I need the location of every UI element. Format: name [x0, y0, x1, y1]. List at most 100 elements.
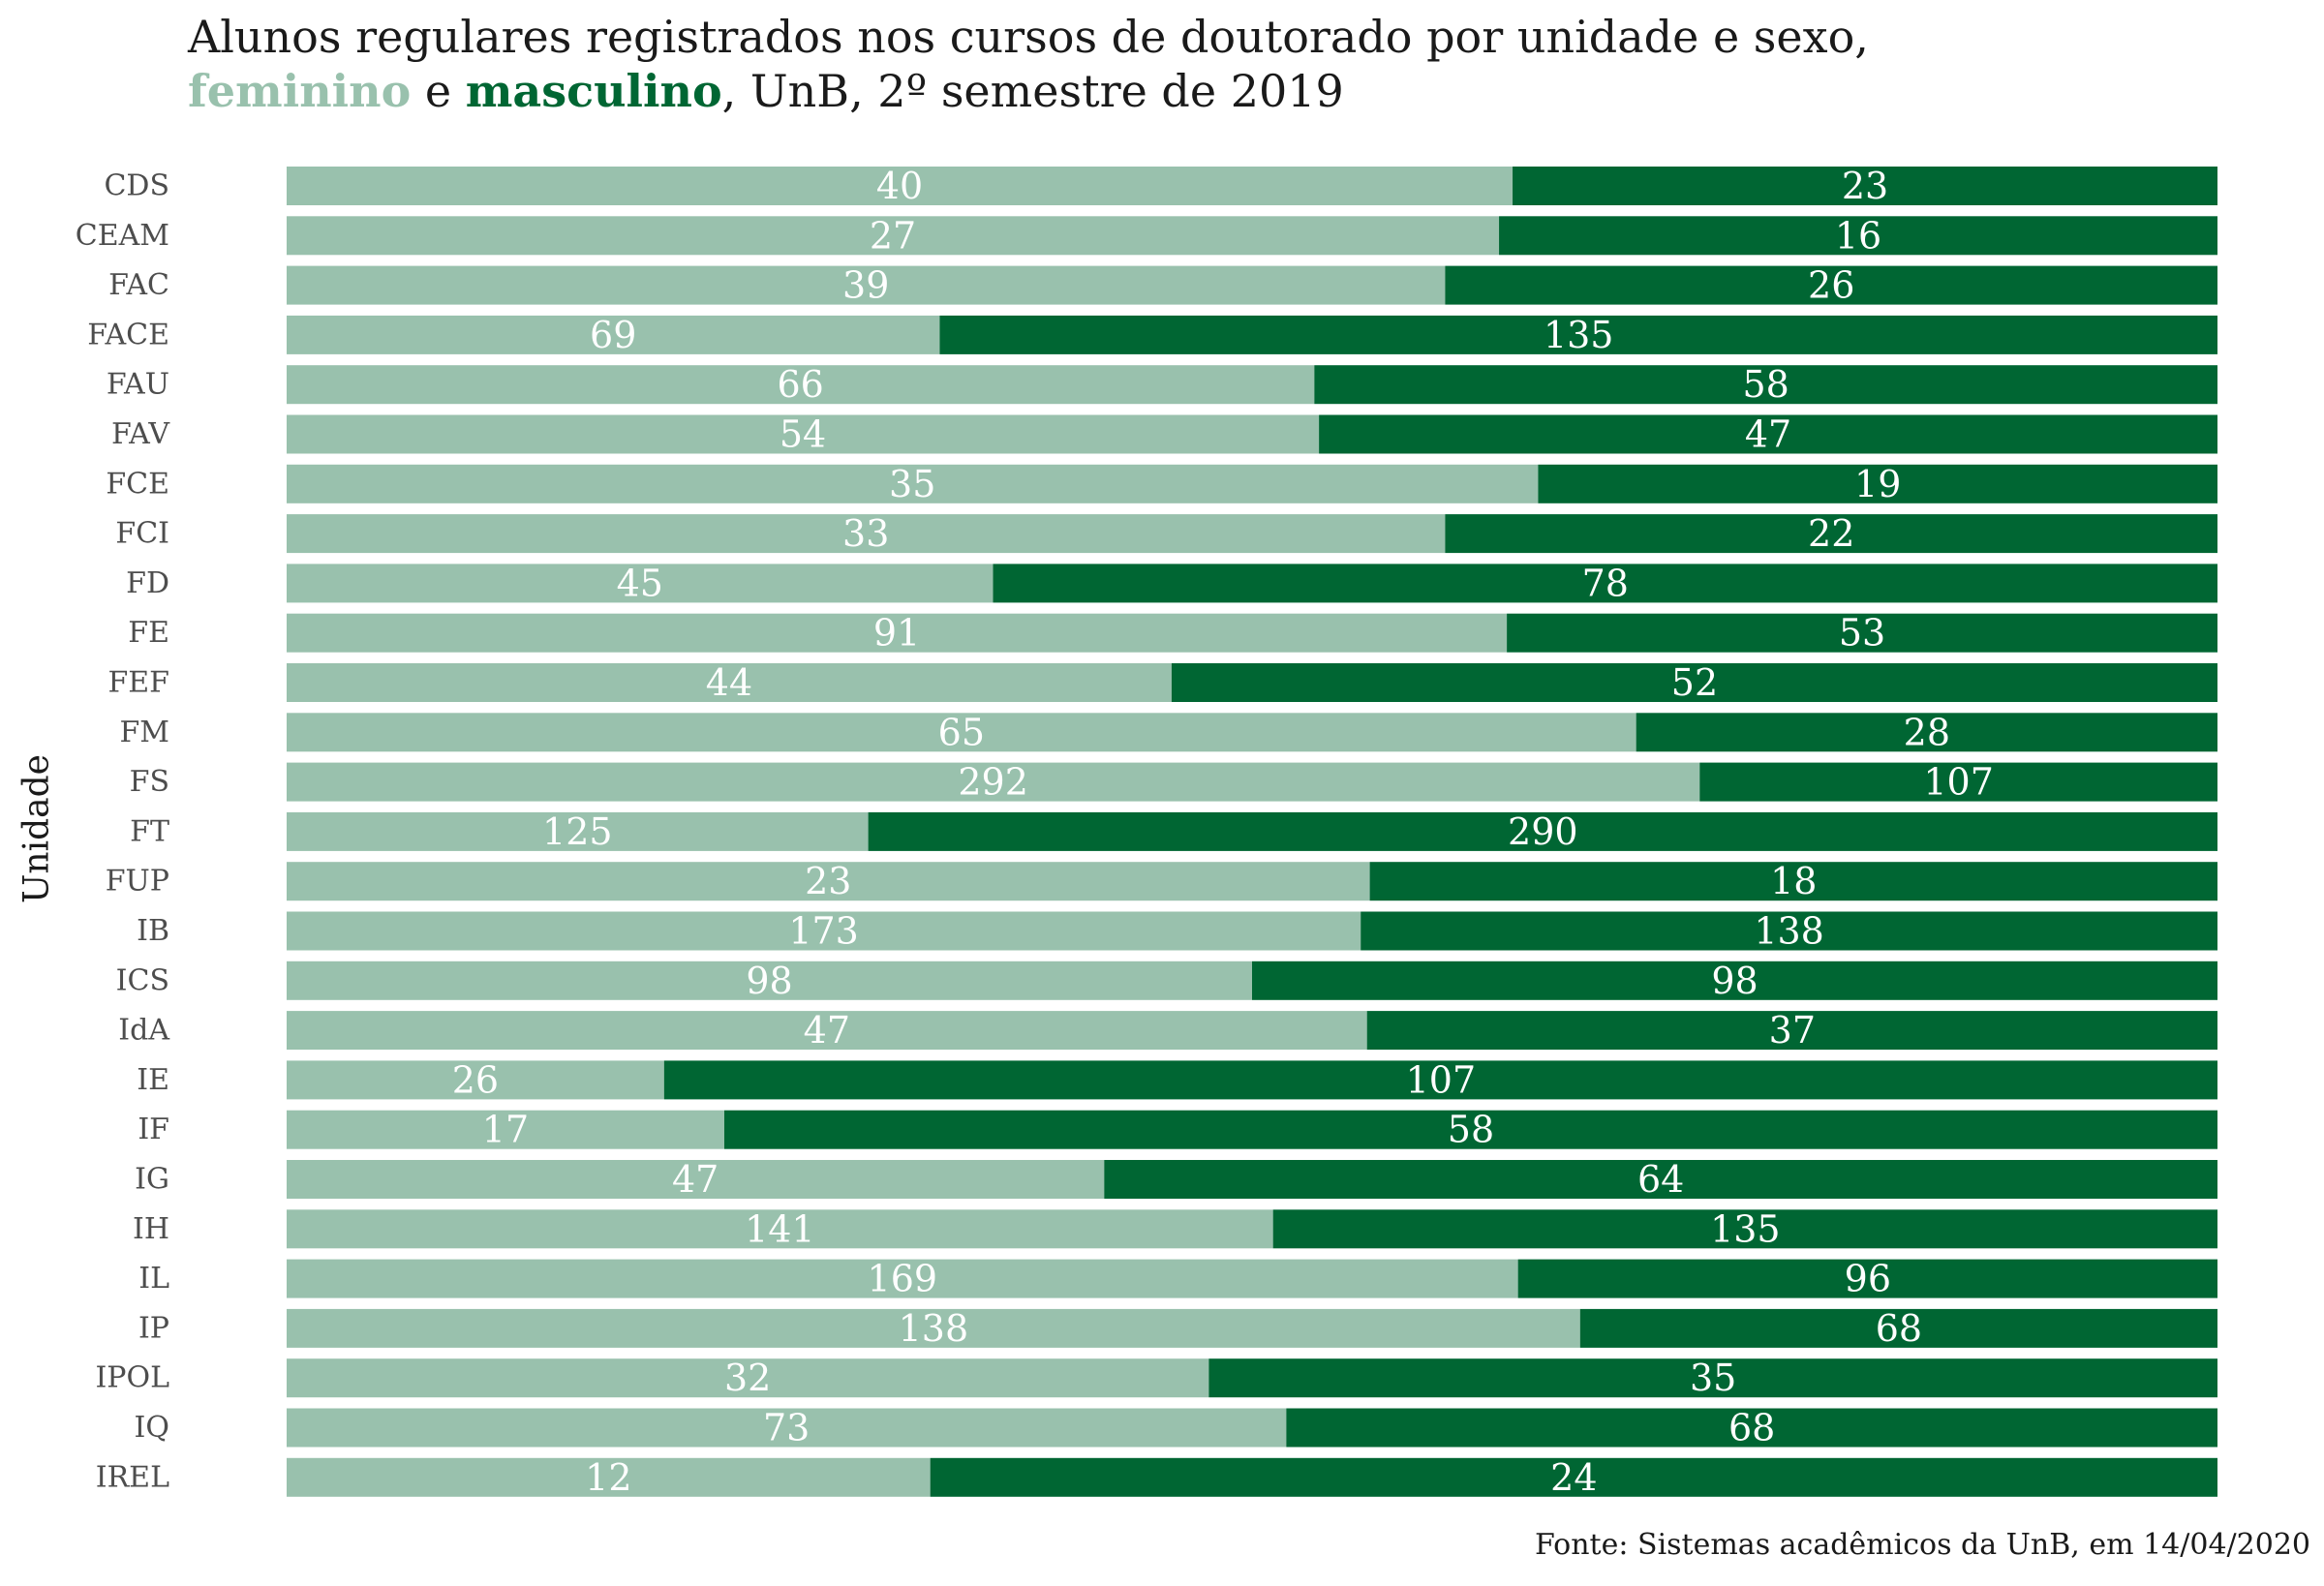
category-tick-label: FD — [126, 566, 169, 600]
bar-feminino — [287, 1060, 664, 1100]
data-label-feminino: 69 — [590, 314, 636, 356]
bar-feminino — [287, 514, 1446, 554]
category-tick-label: IdA — [118, 1014, 169, 1048]
bar-masculino — [1445, 514, 2217, 554]
bar-feminino — [287, 1457, 931, 1497]
bar-masculino — [1369, 862, 2217, 901]
source-note: Fonte: Sistemas acadêmicos da UnB, em 14… — [1535, 1528, 2310, 1562]
bar-feminino — [287, 1308, 1580, 1348]
bar-masculino — [663, 1060, 2218, 1100]
data-label-masculino: 98 — [1711, 960, 1758, 1002]
data-label-feminino: 45 — [617, 562, 663, 604]
bar-masculino — [1252, 961, 2217, 1000]
data-label-masculino: 52 — [1671, 661, 1718, 704]
data-label-feminino: 40 — [876, 165, 923, 207]
bar-masculino — [1636, 713, 2217, 752]
data-label-masculino: 28 — [1904, 711, 1950, 753]
data-label-masculino: 68 — [1876, 1307, 1922, 1350]
data-label-feminino: 27 — [870, 214, 916, 257]
bar-feminino — [287, 911, 1361, 951]
bar-feminino — [287, 1011, 1367, 1051]
data-label-feminino: 73 — [763, 1407, 810, 1449]
data-label-masculino: 35 — [1690, 1357, 1736, 1399]
data-label-masculino: 138 — [1754, 910, 1824, 953]
title-rest: , UnB, 2º semestre de 2019 — [721, 65, 1344, 117]
bar-feminino — [287, 811, 869, 851]
bar-masculino — [993, 564, 2217, 603]
category-tick-label: FM — [119, 716, 169, 749]
data-label-masculino: 135 — [1710, 1207, 1781, 1250]
data-label-masculino: 22 — [1808, 512, 1854, 555]
y-axis-label: Unidade — [16, 754, 57, 903]
category-tick-label: FCI — [115, 517, 169, 551]
data-label-feminino: 292 — [958, 761, 1028, 804]
bar-feminino — [287, 265, 1446, 305]
title-feminino-word: feminino — [188, 65, 412, 117]
data-label-feminino: 138 — [899, 1307, 969, 1350]
data-label-feminino: 98 — [746, 960, 792, 1002]
data-label-masculino: 96 — [1845, 1258, 1891, 1300]
category-tick-label: IE — [137, 1063, 169, 1097]
data-label-masculino: 47 — [1745, 413, 1791, 456]
data-label-feminino: 173 — [788, 910, 859, 953]
category-tick-label: FS — [130, 765, 169, 799]
category-tick-label: ICS — [116, 963, 169, 997]
bar-masculino — [1513, 167, 2217, 205]
data-label-feminino: 44 — [706, 661, 752, 704]
title-line-1: Alunos regulares registrados nos cursos … — [188, 11, 1869, 63]
data-label-feminino: 65 — [938, 711, 985, 753]
category-tick-label: FEF — [107, 666, 169, 700]
data-label-masculino: 58 — [1448, 1109, 1494, 1151]
category-tick-label: FAC — [108, 268, 169, 302]
bar-feminino — [287, 167, 1514, 205]
bar-masculino — [1499, 216, 2217, 256]
category-tick-label: FCE — [106, 467, 169, 501]
data-label-feminino: 47 — [804, 1009, 850, 1052]
bar-feminino — [287, 713, 1636, 752]
data-label-feminino: 33 — [842, 512, 889, 555]
bar-feminino — [287, 315, 940, 354]
category-tick-label: IP — [138, 1311, 169, 1345]
data-label-masculino: 58 — [1742, 363, 1789, 406]
data-label-feminino: 169 — [868, 1258, 938, 1300]
category-tick-label: IPOL — [95, 1361, 169, 1395]
data-label-feminino: 23 — [805, 860, 851, 902]
category-tick-label: IH — [133, 1212, 169, 1246]
bar-feminino — [287, 961, 1252, 1000]
category-tick-label: CDS — [104, 169, 169, 203]
data-label-feminino: 54 — [780, 413, 826, 456]
category-tick-label: IL — [138, 1262, 169, 1296]
bar-masculino — [1361, 911, 2217, 951]
data-label-masculino: 64 — [1637, 1158, 1684, 1201]
bar-masculino — [1208, 1358, 2217, 1398]
data-label-feminino: 125 — [542, 810, 613, 853]
bar-feminino — [287, 1408, 1287, 1448]
category-tick-label: IQ — [135, 1411, 169, 1445]
data-label-feminino: 141 — [745, 1207, 815, 1250]
category-tick-label: IG — [135, 1163, 169, 1197]
bar-feminino — [287, 613, 1508, 653]
bar-masculino — [930, 1457, 2217, 1497]
category-tick-label: IB — [137, 914, 169, 948]
bar-masculino — [1171, 663, 2217, 702]
bar-feminino — [287, 216, 1500, 256]
data-label-masculino: 68 — [1728, 1407, 1775, 1449]
data-label-masculino: 24 — [1550, 1456, 1597, 1499]
category-tick-label: FT — [130, 814, 169, 848]
data-label-feminino: 39 — [842, 264, 889, 307]
data-label-feminino: 12 — [585, 1456, 631, 1499]
bar-masculino — [1507, 613, 2217, 653]
data-label-masculino: 23 — [1842, 165, 1888, 207]
bar-feminino — [287, 762, 1700, 802]
bar-masculino — [868, 811, 2217, 851]
data-label-feminino: 17 — [482, 1109, 529, 1151]
category-tick-label: FAU — [107, 368, 169, 402]
data-label-feminino: 91 — [873, 612, 920, 655]
bar-feminino — [287, 1358, 1209, 1398]
bar-masculino — [1272, 1209, 2217, 1249]
category-tick-label: IREL — [96, 1460, 169, 1494]
category-tick-label: FACE — [87, 318, 169, 351]
bar-masculino — [1104, 1160, 2217, 1199]
category-tick-label: FE — [128, 616, 169, 650]
